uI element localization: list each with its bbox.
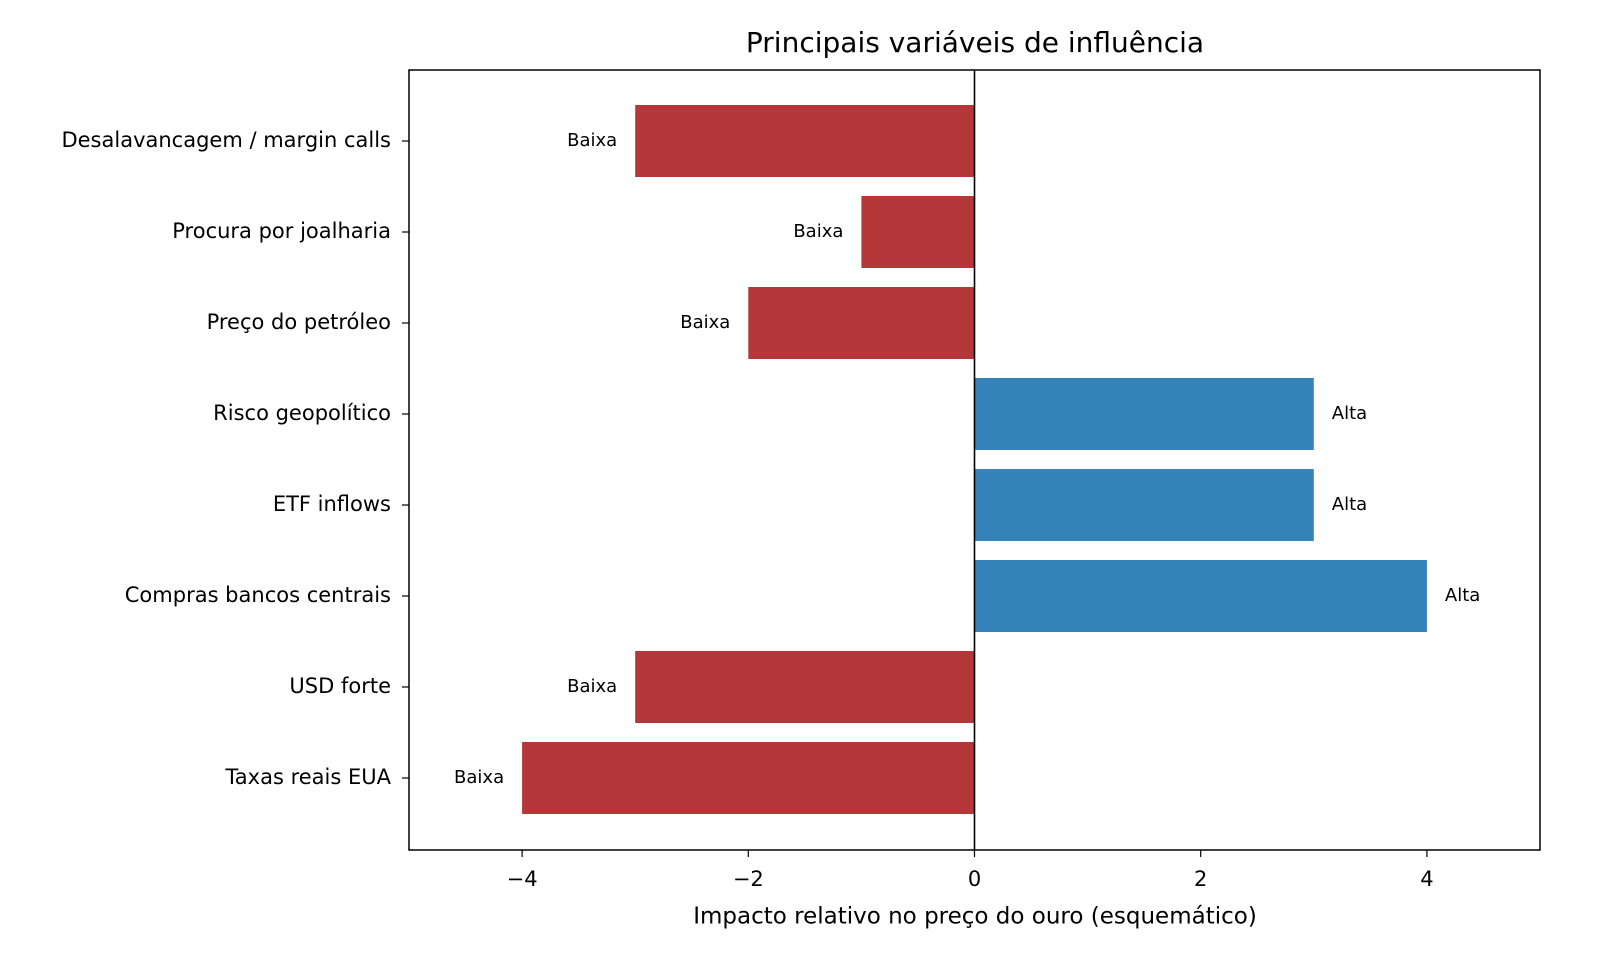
bar xyxy=(974,378,1314,450)
bar-label: Alta xyxy=(1332,494,1367,515)
y-tick-label: Desalavancagem / margin calls xyxy=(61,128,391,152)
bar-label: Baixa xyxy=(793,221,843,242)
x-tick-label: −4 xyxy=(507,867,538,891)
x-tick-label: 4 xyxy=(1420,867,1433,891)
y-tick-label: Risco geopolítico xyxy=(213,401,391,425)
y-tick-label: Procura por joalharia xyxy=(172,219,391,243)
bar-label: Baixa xyxy=(567,676,617,697)
bar xyxy=(974,469,1314,541)
bar xyxy=(635,105,975,177)
bar xyxy=(861,196,975,268)
bar xyxy=(522,742,975,814)
x-tick-label: −2 xyxy=(733,867,764,891)
bar xyxy=(635,651,975,723)
y-tick-label: USD forte xyxy=(289,674,391,698)
chart-title: Principais variáveis de influência xyxy=(746,26,1204,59)
y-tick-label: Preço do petróleo xyxy=(207,310,391,334)
x-axis-label: Impacto relativo no preço do ouro (esque… xyxy=(693,904,1257,930)
bar xyxy=(748,287,975,359)
x-tick-label: 2 xyxy=(1194,867,1207,891)
bar-label: Baixa xyxy=(567,130,617,151)
y-tick-label: ETF inflows xyxy=(273,492,391,516)
x-tick-label: 0 xyxy=(968,867,981,891)
bar-label: Alta xyxy=(1445,585,1480,606)
plot-frame xyxy=(408,69,1541,851)
bar-label: Baixa xyxy=(454,767,504,788)
bar-label: Baixa xyxy=(680,312,730,333)
bar-label: Alta xyxy=(1332,403,1367,424)
y-tick-label: Compras bancos centrais xyxy=(125,583,391,607)
bar xyxy=(974,560,1427,632)
y-tick-label: Taxas reais EUA xyxy=(224,765,391,789)
